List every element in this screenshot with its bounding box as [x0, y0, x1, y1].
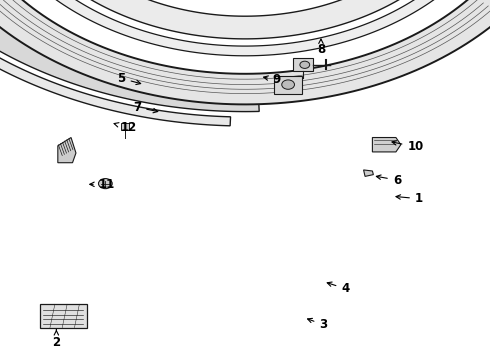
Circle shape	[282, 80, 294, 89]
Text: 5: 5	[118, 72, 141, 85]
Bar	[40, 304, 87, 328]
FancyBboxPatch shape	[274, 76, 302, 94]
FancyBboxPatch shape	[293, 58, 313, 71]
Text: 9: 9	[264, 73, 281, 86]
Text: 1: 1	[396, 192, 423, 205]
Text: 4: 4	[327, 282, 349, 295]
Text: 8: 8	[317, 39, 325, 56]
Polygon shape	[0, 0, 437, 56]
Text: 2: 2	[52, 330, 60, 348]
Polygon shape	[20, 0, 421, 39]
Circle shape	[98, 179, 112, 189]
Polygon shape	[0, 0, 231, 126]
Text: 3: 3	[308, 318, 327, 331]
Text: 6: 6	[376, 174, 401, 186]
Polygon shape	[0, 0, 259, 112]
Text: 11: 11	[90, 178, 115, 191]
Polygon shape	[364, 170, 373, 176]
Text: 7: 7	[133, 101, 158, 114]
Text: 10: 10	[392, 140, 424, 153]
Text: 12: 12	[114, 121, 137, 134]
Bar	[121, 123, 129, 130]
Polygon shape	[0, 0, 490, 104]
Polygon shape	[372, 138, 401, 152]
Polygon shape	[58, 138, 76, 163]
Circle shape	[300, 61, 310, 68]
